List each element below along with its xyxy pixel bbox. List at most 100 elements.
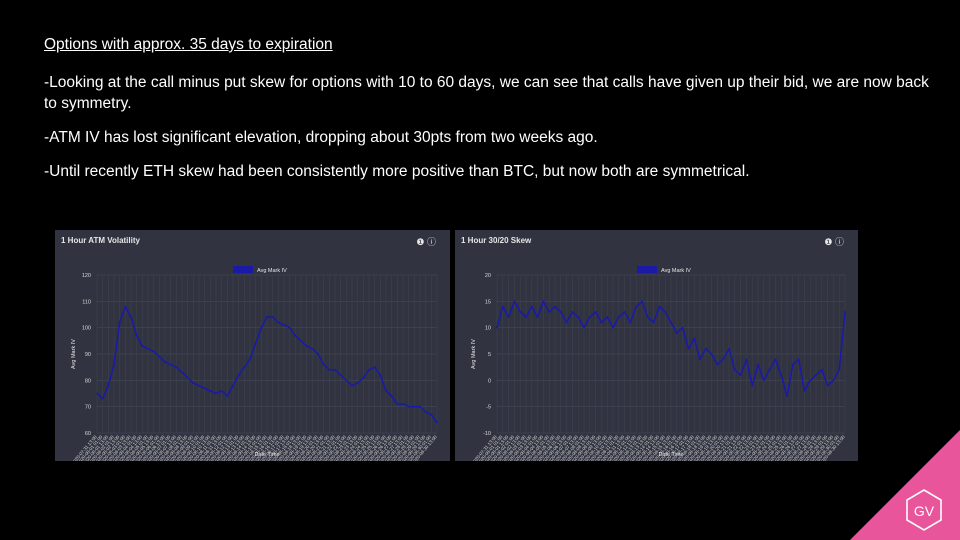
panel-title: 1 Hour 30/20 Skew (461, 236, 532, 245)
data-point (588, 316, 591, 319)
data-point (565, 321, 568, 324)
corner-triangle (850, 430, 960, 540)
data-point (670, 321, 672, 324)
data-point (797, 358, 800, 361)
data-point (704, 347, 707, 350)
data-point (124, 305, 127, 308)
data-point (774, 358, 777, 361)
data-point (768, 368, 771, 371)
panel-info-icons[interactable]: ❶ ⓘ (416, 237, 436, 247)
y-tick-label: 110 (82, 299, 91, 305)
data-point (345, 379, 348, 382)
y-tick-label: 20 (485, 273, 491, 279)
slide-heading: Options with approx. 35 days to expirati… (44, 36, 333, 53)
bullet-eth-skew: -Until recently ETH skew had been consis… (44, 163, 750, 180)
data-point (169, 363, 172, 366)
data-point (745, 358, 748, 361)
data-point (407, 405, 410, 408)
data-point (220, 389, 223, 392)
data-point (664, 310, 667, 313)
bullet-atm-iv: -ATM IV has lost significant elevation, … (44, 129, 598, 146)
data-point (536, 316, 539, 319)
bullet-call-put-skew: -Looking at the call minus put skew for … (44, 74, 929, 112)
data-point (118, 321, 121, 324)
data-point (339, 374, 342, 376)
data-point (277, 321, 280, 324)
data-point (577, 316, 580, 319)
data-point (780, 374, 783, 376)
data-point (317, 353, 319, 355)
data-point (305, 345, 308, 347)
data-point (844, 310, 846, 313)
data-point (722, 358, 725, 361)
y-tick-label: 10 (485, 326, 491, 332)
data-point (820, 368, 823, 371)
data-point (294, 334, 297, 337)
data-point (101, 397, 104, 400)
y-tick-label: 5 (488, 352, 491, 358)
data-point (351, 384, 353, 387)
data-point (152, 350, 155, 353)
data-point (826, 384, 829, 387)
data-point (652, 321, 655, 324)
data-point (107, 384, 110, 387)
data-point (693, 337, 696, 340)
data-point (548, 310, 551, 313)
data-point (175, 366, 178, 369)
data-point (390, 395, 393, 398)
data-point (209, 389, 212, 392)
data-point (832, 379, 835, 382)
data-point (130, 316, 132, 319)
data-point (147, 347, 149, 350)
data-point (658, 305, 661, 308)
y-tick-label: 100 (82, 326, 91, 332)
hexagon-icon (906, 489, 942, 531)
data-point (424, 411, 427, 413)
data-point (311, 347, 314, 350)
data-point (728, 347, 730, 350)
data-point (135, 334, 138, 337)
x-axis-title: Date Time (254, 452, 279, 458)
data-point (687, 347, 690, 350)
data-point (141, 345, 144, 347)
data-point (733, 368, 736, 371)
y-tick-label: -10 (483, 431, 491, 437)
panel-info-icons[interactable]: ❶ ⓘ (824, 237, 844, 247)
data-point (513, 300, 516, 303)
data-point (641, 300, 643, 303)
y-tick-label: 60 (85, 431, 91, 437)
data-point (681, 326, 684, 329)
x-axis-title: Date Time (658, 452, 683, 458)
data-point (762, 379, 765, 382)
legend-swatch (233, 266, 253, 273)
data-point (113, 363, 115, 366)
data-point (542, 300, 545, 303)
data-point (413, 405, 416, 408)
gv-logo-corner: GV (850, 430, 960, 540)
data-point (237, 374, 240, 376)
data-point (396, 403, 399, 405)
data-point (226, 395, 229, 398)
data-point (419, 405, 421, 408)
y-tick-label: 80 (85, 378, 91, 384)
data-point (243, 366, 246, 369)
legend-label: Avg Mark IV (257, 268, 287, 274)
data-point (266, 316, 268, 319)
data-point (328, 368, 331, 371)
data-point (373, 366, 376, 369)
data-point (181, 371, 183, 374)
panel-title: 1 Hour ATM Volatility (61, 236, 140, 245)
data-point (791, 363, 794, 366)
data-point (402, 403, 404, 405)
data-point (368, 368, 370, 371)
data-point (716, 363, 719, 366)
data-point (215, 392, 217, 395)
data-point (739, 374, 742, 376)
data-point (192, 382, 195, 384)
y-tick-label: 70 (85, 405, 91, 411)
data-point (186, 376, 189, 379)
y-tick-label: 90 (85, 352, 91, 358)
data-point (583, 326, 585, 329)
y-tick-label: 15 (485, 299, 491, 305)
